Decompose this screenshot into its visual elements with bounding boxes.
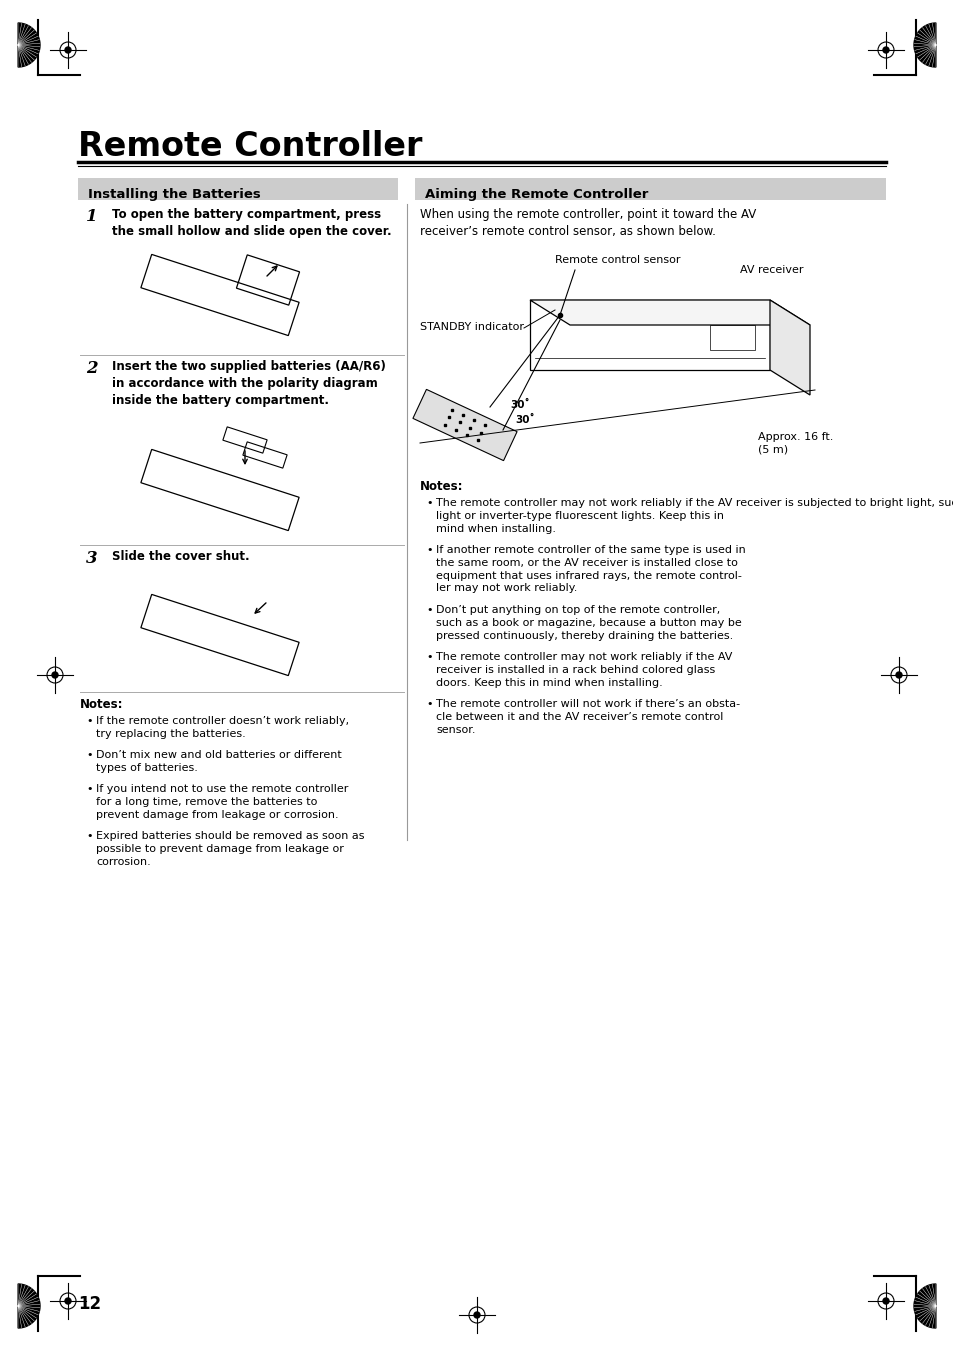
Text: Insert the two supplied batteries (AA/R6)
in accordance with the polarity diagra: Insert the two supplied batteries (AA/R6…: [112, 359, 385, 407]
Text: The remote controller will not work if there’s an obsta-
cle between it and the : The remote controller will not work if t…: [436, 698, 740, 735]
Text: Don’t put anything on top of the remote controller,
such as a book or magazine, : Don’t put anything on top of the remote …: [436, 605, 741, 640]
Text: •: •: [426, 698, 432, 709]
Text: 1: 1: [86, 208, 97, 226]
Text: Remote Controller: Remote Controller: [78, 130, 422, 163]
Polygon shape: [18, 1283, 40, 1328]
Bar: [415, 178, 885, 200]
Polygon shape: [913, 1283, 935, 1328]
Polygon shape: [530, 300, 809, 326]
Text: •: •: [426, 544, 432, 555]
Text: 2: 2: [86, 359, 97, 377]
Circle shape: [474, 1312, 479, 1319]
Circle shape: [882, 1298, 888, 1304]
Text: Notes:: Notes:: [80, 698, 123, 711]
Polygon shape: [913, 23, 935, 68]
Circle shape: [52, 671, 58, 678]
Bar: [78, 178, 397, 200]
Text: AV receiver: AV receiver: [740, 265, 802, 276]
Polygon shape: [413, 389, 517, 461]
Circle shape: [895, 671, 901, 678]
Text: 12: 12: [78, 1296, 101, 1313]
Text: •: •: [86, 784, 92, 794]
Text: Don’t mix new and old batteries or different
types of batteries.: Don’t mix new and old batteries or diffe…: [96, 750, 341, 773]
Polygon shape: [769, 300, 809, 394]
Circle shape: [65, 1298, 71, 1304]
Text: •: •: [426, 605, 432, 615]
Text: If another remote controller of the same type is used in
the same room, or the A: If another remote controller of the same…: [436, 544, 745, 593]
Text: To open the battery compartment, press
the small hollow and slide open the cover: To open the battery compartment, press t…: [112, 208, 392, 238]
Text: •: •: [86, 750, 92, 761]
Text: The remote controller may not work reliably if the AV receiver is subjected to b: The remote controller may not work relia…: [436, 499, 953, 534]
Text: Installing the Batteries: Installing the Batteries: [88, 188, 260, 201]
Text: Approx. 16 ft.
(5 m): Approx. 16 ft. (5 m): [758, 432, 833, 454]
Text: Notes:: Notes:: [419, 480, 463, 493]
Polygon shape: [18, 23, 40, 68]
Text: Expired batteries should be removed as soon as
possible to prevent damage from l: Expired batteries should be removed as s…: [96, 831, 364, 866]
Bar: [709, 326, 754, 350]
Text: The remote controller may not work reliably if the AV
receiver is installed in a: The remote controller may not work relia…: [436, 653, 732, 688]
Text: When using the remote controller, point it toward the AV
receiver’s remote contr: When using the remote controller, point …: [419, 208, 756, 238]
Text: If you intend not to use the remote controller
for a long time, remove the batte: If you intend not to use the remote cont…: [96, 784, 348, 820]
Text: 30˚: 30˚: [515, 415, 534, 426]
Text: •: •: [426, 499, 432, 508]
Circle shape: [882, 47, 888, 53]
Text: Aiming the Remote Controller: Aiming the Remote Controller: [424, 188, 648, 201]
Text: Remote control sensor: Remote control sensor: [555, 255, 679, 265]
Text: If the remote controller doesn’t work reliably,
try replacing the batteries.: If the remote controller doesn’t work re…: [96, 716, 349, 739]
Text: •: •: [86, 716, 92, 725]
Text: 3: 3: [86, 550, 97, 567]
Text: STANDBY indicator: STANDBY indicator: [419, 322, 523, 332]
Text: Slide the cover shut.: Slide the cover shut.: [112, 550, 250, 563]
Text: •: •: [86, 831, 92, 842]
Text: 30˚: 30˚: [510, 400, 529, 411]
Polygon shape: [530, 300, 769, 370]
Circle shape: [65, 47, 71, 53]
Text: •: •: [426, 653, 432, 662]
